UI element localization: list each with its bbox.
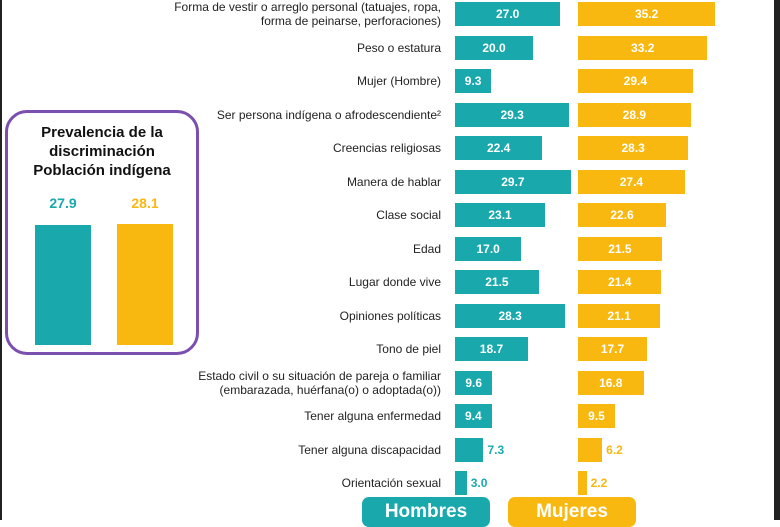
bar-mujeres	[578, 169, 685, 194]
category-label: Forma de vestir o arreglo personal (tatu…	[174, 0, 441, 28]
bar-mujeres	[578, 35, 708, 60]
value-label-hombres: 18.7	[479, 342, 504, 356]
value-label-hombres: 29.7	[501, 174, 525, 189]
value-label-mujeres: 6.2	[606, 442, 623, 457]
category-label: Edad	[412, 241, 441, 256]
value-label-hombres: 3.0	[470, 476, 488, 490]
bar-hombres	[455, 370, 493, 395]
value-label-hombres: 9.3	[464, 74, 482, 88]
inset-value-hombres: 27.9	[49, 195, 77, 211]
value-label-hombres: 29.3	[500, 107, 524, 122]
value-label-mujeres: 35.2	[634, 7, 659, 21]
bar-hombres	[455, 102, 570, 127]
value-label-hombres: 7.3	[487, 442, 505, 457]
category-label: Mujer (Hombre)	[356, 74, 441, 88]
value-label-hombres: 9.6	[465, 375, 483, 390]
bar-mujeres	[578, 2, 716, 26]
bar-hombres	[455, 2, 561, 26]
bar-hombres	[455, 35, 533, 60]
category-label: Lugar donde vive	[348, 275, 441, 289]
legend-hombres: Hombres	[362, 497, 490, 527]
category-label: Orientación sexual	[341, 476, 441, 490]
inset-title: Prevalencia de la discriminación Poblaci…	[33, 124, 171, 179]
bar-hombres	[455, 136, 543, 160]
value-label-mujeres: 33.2	[631, 40, 655, 55]
inset-bar-hombres	[35, 225, 91, 345]
bar-mujeres	[578, 437, 603, 462]
legend-mujeres: Mujeres	[508, 497, 636, 527]
inset-value-mujeres: 28.1	[131, 195, 159, 211]
bar-mujeres	[578, 337, 648, 361]
legend-hombres-label: Hombres	[384, 501, 468, 522]
category-label: Opiniones políticas	[339, 308, 441, 323]
bar-mujeres	[578, 69, 693, 93]
value-label-hombres: 21.5	[485, 275, 509, 289]
bar-hombres	[455, 337, 528, 361]
prevalence-inset-panel: Prevalencia de la discriminación Poblaci…	[5, 110, 199, 355]
bar-mujeres	[578, 136, 689, 160]
value-label-mujeres: 9.5	[588, 409, 605, 423]
value-label-hombres: 22.4	[487, 141, 511, 155]
value-label-mujeres: 28.3	[621, 141, 645, 155]
bar-hombres	[455, 169, 571, 194]
category-label: Tono de piel	[376, 342, 441, 356]
value-label-mujeres: 16.8	[599, 375, 623, 390]
value-label-mujeres: 2.2	[590, 476, 608, 490]
left-edge	[0, 0, 2, 520]
right-edge	[774, 0, 780, 520]
bar-hombres	[455, 69, 492, 93]
bar-mujeres	[578, 102, 691, 127]
bar-hombres	[455, 236, 522, 261]
category-label: Peso o estatura	[356, 40, 441, 55]
value-label-hombres: 23.1	[488, 208, 512, 222]
value-label-mujeres: 21.5	[608, 241, 632, 256]
bar-hombres	[455, 303, 566, 328]
category-label: Clase social	[376, 208, 441, 222]
bar-mujeres	[578, 236, 662, 261]
bar-mujeres	[578, 370, 644, 395]
category-label: Ser persona indígena o afrodescendiente²	[216, 107, 441, 122]
bar-hombres	[455, 404, 492, 428]
category-label: Estado civil o su situación de pareja o …	[198, 368, 441, 397]
value-label-mujeres: 29.4	[623, 74, 647, 88]
category-label: Creencias religiosas	[332, 141, 441, 155]
value-label-mujeres: 21.1	[607, 308, 631, 323]
category-label: Tener alguna enfermedad	[304, 409, 441, 423]
value-label-mujeres: 17.7	[600, 342, 625, 356]
bar-mujeres	[578, 270, 662, 294]
bar-hombres	[455, 270, 539, 294]
value-label-mujeres: 27.4	[619, 174, 644, 189]
value-label-mujeres: 28.9	[622, 107, 647, 122]
value-label-hombres: 27.0	[495, 7, 520, 21]
bar-mujeres	[578, 471, 587, 495]
value-label-hombres: 28.3	[498, 308, 522, 323]
value-label-hombres: 9.4	[464, 409, 482, 423]
category-label: Manera de hablar	[346, 174, 441, 189]
value-label-hombres: 20.0	[482, 40, 506, 55]
bar-mujeres	[578, 303, 661, 328]
bar-hombres	[455, 437, 484, 462]
legend-mujeres-label: Mujeres	[536, 501, 608, 522]
bar-hombres	[455, 471, 467, 495]
bar-mujeres	[578, 404, 616, 428]
inset-bar-mujeres	[117, 224, 173, 345]
bar-hombres	[455, 203, 546, 227]
bar-mujeres	[578, 203, 667, 227]
value-label-mujeres: 22.6	[610, 208, 634, 222]
value-label-hombres: 17.0	[476, 241, 500, 256]
value-label-mujeres: 21.4	[608, 275, 632, 289]
category-label: Tener alguna discapacidad	[298, 442, 441, 457]
